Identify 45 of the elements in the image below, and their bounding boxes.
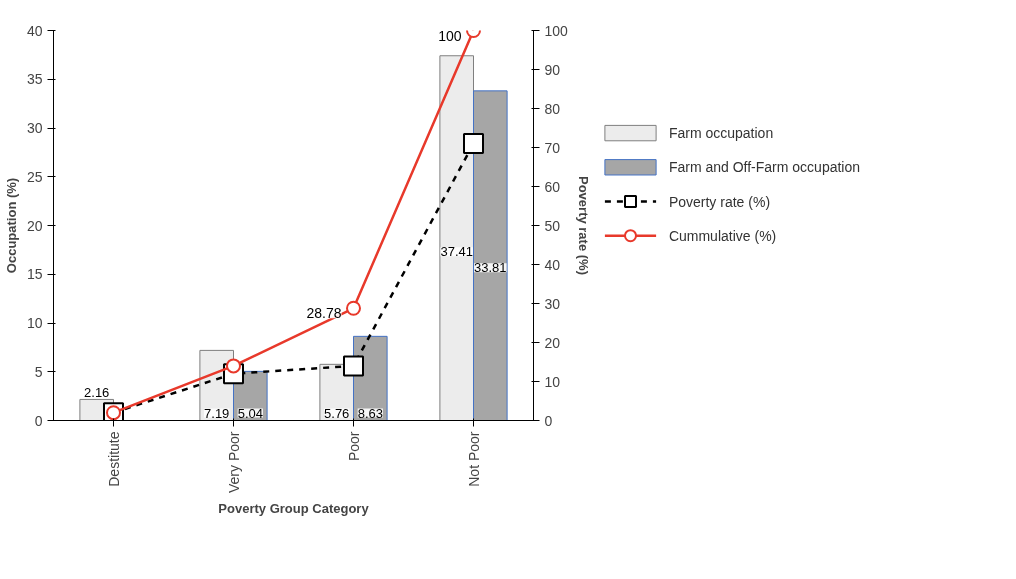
x-tick-label: Not Poor — [465, 431, 482, 487]
y2-tick-label: 0 — [544, 412, 553, 429]
bar — [473, 90, 508, 421]
bar — [439, 55, 474, 421]
y2-tick-label: 90 — [544, 61, 561, 78]
data-label: 2.16 — [84, 384, 110, 400]
point — [346, 300, 361, 316]
y-tick-label: 10 — [26, 315, 43, 331]
data-label: 33.81 — [474, 260, 507, 276]
x-tick-label: Very Poor — [225, 431, 242, 493]
x-axis-title: Poverty Group Category — [218, 500, 370, 516]
y-tick-label: 5 — [34, 363, 43, 380]
y2-tick-label: 20 — [544, 334, 561, 351]
y-axis-title: Occupation (%) — [3, 177, 19, 274]
legend-label: Farm and Off-Farm occupation — [668, 159, 861, 176]
y2-tick-label: 100 — [544, 22, 569, 39]
y2-tick-label: 50 — [544, 217, 561, 234]
data-label: 100 — [438, 27, 462, 44]
legend-label: Poverty rate (%) — [668, 193, 771, 210]
point — [463, 133, 484, 155]
y2-tick-label: 10 — [544, 373, 561, 390]
data-label: 5.04 — [237, 405, 263, 421]
y2-tick-label: 40 — [544, 256, 561, 273]
y-tick-label: 20 — [26, 217, 43, 234]
x-tick-label: Destitute — [105, 431, 122, 487]
y-tick-label: 25 — [26, 168, 43, 185]
data-label: 8.63 — [357, 405, 383, 421]
data-label: 37.41 — [440, 244, 473, 260]
y-tick-label: 0 — [34, 412, 43, 429]
y2-axis-title: Poverty rate (%) — [575, 176, 591, 275]
point — [343, 355, 364, 377]
y2-tick-label: 70 — [544, 139, 561, 156]
y-tick-label: 40 — [26, 22, 43, 39]
data-label: 5.76 — [324, 405, 350, 421]
y2-tick-label: 30 — [544, 295, 561, 312]
data-label: 7.19 — [204, 405, 230, 421]
y2-tick-label: 60 — [544, 178, 561, 195]
y-tick-label: 35 — [26, 71, 43, 88]
y-tick-label: 15 — [26, 266, 43, 283]
y-tick-label: 30 — [26, 120, 43, 136]
x-tick-label: Poor — [345, 431, 362, 462]
y2-tick-label: 80 — [544, 100, 561, 117]
legend-label: Cummulative (%) — [668, 227, 777, 244]
legend-label: Farm occupation — [668, 125, 774, 142]
data-label: 28.78 — [306, 305, 342, 322]
